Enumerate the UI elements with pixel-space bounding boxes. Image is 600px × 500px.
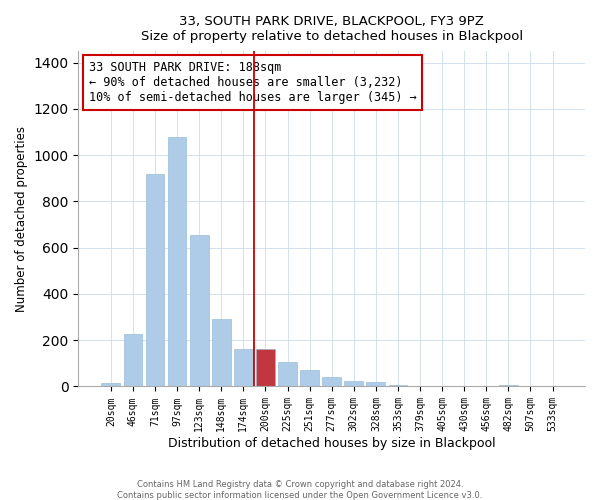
Bar [190, 235, 209, 386]
Bar [146, 174, 164, 386]
Bar [499, 384, 518, 386]
Bar [367, 382, 385, 386]
Bar [234, 350, 253, 387]
Text: 33 SOUTH PARK DRIVE: 188sqm
← 90% of detached houses are smaller (3,232)
10% of : 33 SOUTH PARK DRIVE: 188sqm ← 90% of det… [89, 61, 416, 104]
Bar [124, 334, 142, 386]
Bar [278, 362, 297, 386]
Text: Contains HM Land Registry data © Crown copyright and database right 2024.
Contai: Contains HM Land Registry data © Crown c… [118, 480, 482, 500]
Bar [344, 380, 363, 386]
Bar [101, 383, 120, 386]
Title: 33, SOUTH PARK DRIVE, BLACKPOOL, FY3 9PZ
Size of property relative to detached h: 33, SOUTH PARK DRIVE, BLACKPOOL, FY3 9PZ… [140, 15, 523, 43]
Y-axis label: Number of detached properties: Number of detached properties [15, 126, 28, 312]
Bar [256, 350, 275, 387]
Bar [167, 136, 187, 386]
Bar [300, 370, 319, 386]
X-axis label: Distribution of detached houses by size in Blackpool: Distribution of detached houses by size … [168, 437, 496, 450]
Bar [322, 377, 341, 386]
Bar [212, 318, 230, 386]
